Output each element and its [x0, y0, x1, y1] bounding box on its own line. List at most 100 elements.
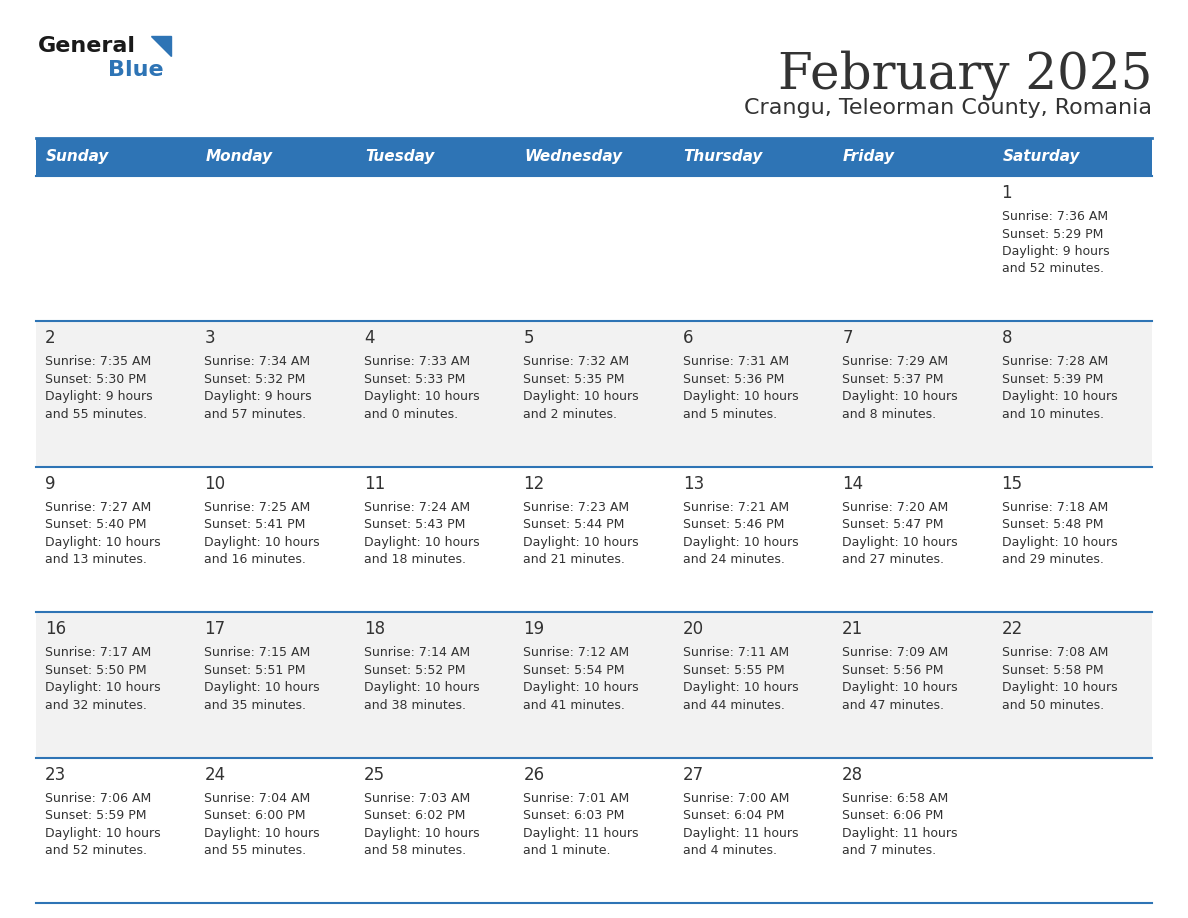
Text: and 41 minutes.: and 41 minutes. [523, 699, 625, 711]
Bar [36, 757, 1152, 903]
Text: Daylight: 10 hours: Daylight: 10 hours [523, 681, 639, 694]
Text: Wednesday: Wednesday [524, 150, 623, 164]
Text: 22: 22 [1001, 621, 1023, 638]
Text: Sunset: 5:56 PM: Sunset: 5:56 PM [842, 664, 943, 677]
Bar [36, 176, 1152, 321]
Text: and 0 minutes.: and 0 minutes. [364, 408, 459, 420]
Text: and 47 minutes.: and 47 minutes. [842, 699, 944, 711]
Text: and 4 minutes.: and 4 minutes. [683, 844, 777, 857]
Text: and 29 minutes.: and 29 minutes. [1001, 554, 1104, 566]
Text: Sunset: 5:36 PM: Sunset: 5:36 PM [683, 373, 784, 386]
Text: Sunrise: 7:31 AM: Sunrise: 7:31 AM [683, 355, 789, 368]
Text: Sunset: 5:52 PM: Sunset: 5:52 PM [364, 664, 466, 677]
Text: 28: 28 [842, 766, 864, 784]
Bar [36, 466, 1152, 612]
Text: Sunrise: 7:15 AM: Sunrise: 7:15 AM [204, 646, 311, 659]
Text: Sunset: 5:43 PM: Sunset: 5:43 PM [364, 519, 466, 532]
Text: Daylight: 11 hours: Daylight: 11 hours [523, 826, 639, 840]
Text: Sunset: 5:58 PM: Sunset: 5:58 PM [1001, 664, 1104, 677]
Text: Daylight: 11 hours: Daylight: 11 hours [842, 826, 958, 840]
Text: 27: 27 [683, 766, 703, 784]
Text: Daylight: 11 hours: Daylight: 11 hours [683, 826, 798, 840]
Text: 26: 26 [523, 766, 544, 784]
Text: Sunrise: 7:33 AM: Sunrise: 7:33 AM [364, 355, 470, 368]
Text: Sunrise: 7:23 AM: Sunrise: 7:23 AM [523, 501, 630, 514]
Text: Daylight: 10 hours: Daylight: 10 hours [364, 681, 480, 694]
Text: 18: 18 [364, 621, 385, 638]
Text: Tuesday: Tuesday [365, 150, 435, 164]
Text: Daylight: 10 hours: Daylight: 10 hours [842, 681, 958, 694]
Text: Sunday: Sunday [46, 150, 109, 164]
Text: 10: 10 [204, 475, 226, 493]
Text: 15: 15 [1001, 475, 1023, 493]
Text: and 1 minute.: and 1 minute. [523, 844, 611, 857]
Text: Daylight: 10 hours: Daylight: 10 hours [842, 390, 958, 403]
Text: Sunrise: 7:20 AM: Sunrise: 7:20 AM [842, 501, 948, 514]
Text: Daylight: 10 hours: Daylight: 10 hours [45, 681, 160, 694]
Text: and 18 minutes.: and 18 minutes. [364, 554, 466, 566]
Text: and 2 minutes.: and 2 minutes. [523, 408, 618, 420]
Text: Sunset: 5:30 PM: Sunset: 5:30 PM [45, 373, 146, 386]
Text: and 38 minutes.: and 38 minutes. [364, 699, 466, 711]
Text: Daylight: 10 hours: Daylight: 10 hours [204, 826, 320, 840]
Text: Sunrise: 7:36 AM: Sunrise: 7:36 AM [1001, 210, 1107, 223]
Text: Daylight: 10 hours: Daylight: 10 hours [523, 390, 639, 403]
Text: Sunset: 5:47 PM: Sunset: 5:47 PM [842, 519, 943, 532]
Text: 13: 13 [683, 475, 704, 493]
Text: Daylight: 10 hours: Daylight: 10 hours [523, 536, 639, 549]
Text: and 13 minutes.: and 13 minutes. [45, 554, 147, 566]
Text: Friday: Friday [843, 150, 896, 164]
Text: Daylight: 10 hours: Daylight: 10 hours [45, 826, 160, 840]
Text: Sunrise: 7:12 AM: Sunrise: 7:12 AM [523, 646, 630, 659]
Text: 12: 12 [523, 475, 544, 493]
Text: Sunrise: 7:29 AM: Sunrise: 7:29 AM [842, 355, 948, 368]
Text: Daylight: 10 hours: Daylight: 10 hours [45, 536, 160, 549]
Text: and 58 minutes.: and 58 minutes. [364, 844, 466, 857]
Text: 6: 6 [683, 330, 694, 347]
Text: and 27 minutes.: and 27 minutes. [842, 554, 944, 566]
Text: Sunset: 5:48 PM: Sunset: 5:48 PM [1001, 519, 1104, 532]
Text: Sunset: 5:37 PM: Sunset: 5:37 PM [842, 373, 943, 386]
Text: Sunrise: 7:35 AM: Sunrise: 7:35 AM [45, 355, 151, 368]
Text: Sunset: 5:54 PM: Sunset: 5:54 PM [523, 664, 625, 677]
Text: Crangu, Teleorman County, Romania: Crangu, Teleorman County, Romania [744, 98, 1152, 118]
Text: Sunrise: 7:21 AM: Sunrise: 7:21 AM [683, 501, 789, 514]
Text: February 2025: February 2025 [777, 50, 1152, 100]
Bar [36, 612, 1152, 757]
Text: Sunrise: 7:03 AM: Sunrise: 7:03 AM [364, 791, 470, 804]
Text: and 5 minutes.: and 5 minutes. [683, 408, 777, 420]
Text: 3: 3 [204, 330, 215, 347]
Text: Daylight: 10 hours: Daylight: 10 hours [1001, 536, 1117, 549]
Text: 2: 2 [45, 330, 56, 347]
Text: Sunrise: 7:00 AM: Sunrise: 7:00 AM [683, 791, 789, 804]
Text: and 50 minutes.: and 50 minutes. [1001, 699, 1104, 711]
Text: Monday: Monday [206, 150, 272, 164]
Text: Thursday: Thursday [684, 150, 763, 164]
Text: Sunset: 5:32 PM: Sunset: 5:32 PM [204, 373, 305, 386]
Text: Sunset: 5:35 PM: Sunset: 5:35 PM [523, 373, 625, 386]
Text: 1: 1 [1001, 184, 1012, 202]
Text: and 16 minutes.: and 16 minutes. [204, 554, 307, 566]
Text: Sunrise: 7:17 AM: Sunrise: 7:17 AM [45, 646, 151, 659]
Text: Sunset: 6:03 PM: Sunset: 6:03 PM [523, 809, 625, 823]
Text: Daylight: 10 hours: Daylight: 10 hours [204, 536, 320, 549]
Text: 4: 4 [364, 330, 374, 347]
Text: and 57 minutes.: and 57 minutes. [204, 408, 307, 420]
Text: and 52 minutes.: and 52 minutes. [1001, 263, 1104, 275]
Text: Sunset: 5:55 PM: Sunset: 5:55 PM [683, 664, 784, 677]
Text: and 44 minutes.: and 44 minutes. [683, 699, 784, 711]
Text: 23: 23 [45, 766, 67, 784]
Text: Sunset: 5:40 PM: Sunset: 5:40 PM [45, 519, 146, 532]
Text: Daylight: 10 hours: Daylight: 10 hours [364, 390, 480, 403]
Text: Daylight: 10 hours: Daylight: 10 hours [204, 681, 320, 694]
Text: Sunset: 6:04 PM: Sunset: 6:04 PM [683, 809, 784, 823]
Text: 5: 5 [523, 330, 533, 347]
Text: Sunrise: 7:09 AM: Sunrise: 7:09 AM [842, 646, 948, 659]
Text: Sunrise: 7:32 AM: Sunrise: 7:32 AM [523, 355, 630, 368]
Text: Daylight: 10 hours: Daylight: 10 hours [364, 826, 480, 840]
Text: Sunset: 5:46 PM: Sunset: 5:46 PM [683, 519, 784, 532]
Text: and 52 minutes.: and 52 minutes. [45, 844, 147, 857]
Text: 19: 19 [523, 621, 544, 638]
Text: 21: 21 [842, 621, 864, 638]
Text: Sunrise: 7:06 AM: Sunrise: 7:06 AM [45, 791, 151, 804]
